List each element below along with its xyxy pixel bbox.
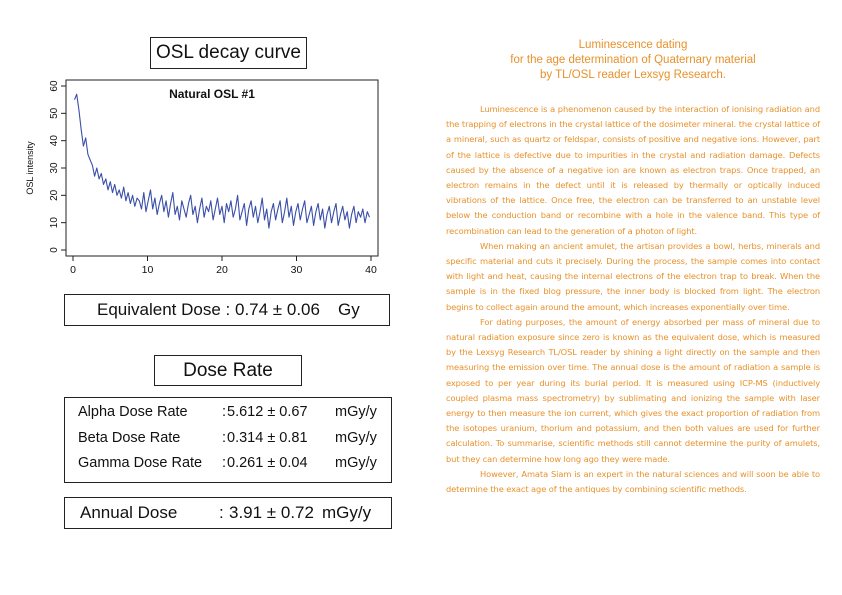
- dose-rate-value: 0.314 ± 0.81: [227, 430, 308, 446]
- equivalent-dose-unit: Gy: [338, 300, 360, 319]
- article-paragraph: Luminescence is a phenomenon caused by t…: [446, 104, 820, 236]
- annual-dose-unit: mGy/y: [322, 503, 372, 522]
- dose-rate-label: Beta Dose Rate: [78, 430, 181, 446]
- equivalent-dose-box: Equivalent Dose : 0.74 ± 0.06 Gy: [64, 294, 390, 326]
- dose-rate-value: 5.612 ± 0.67: [227, 404, 308, 420]
- y-tick-label: 30: [49, 162, 60, 174]
- article-paragraph: When making an ancient amulet, the artis…: [446, 240, 820, 312]
- x-tick-label: 0: [70, 264, 76, 276]
- equivalent-dose-label: Equivalent Dose :: [97, 300, 231, 319]
- article-title-line: for the age determination of Quaternary …: [510, 54, 756, 66]
- article: Luminescence dating for the age determin…: [446, 38, 820, 497]
- y-axis-label: OSL intensity: [25, 141, 35, 195]
- osl-decay-curve-title: OSL decay curve: [150, 37, 307, 69]
- beta-dose-rate-row: Beta Dose Rate : 0.314 ± 0.81 mGy/y: [65, 430, 391, 454]
- annual-dose-label: Annual Dose: [80, 503, 178, 522]
- annual-dose-sep: :: [219, 503, 224, 522]
- dose-rate-label: Alpha Dose Rate: [78, 404, 188, 420]
- x-tick-label: 10: [142, 264, 154, 276]
- x-tick-label: 20: [216, 264, 228, 276]
- chart-title: Natural OSL #1: [169, 87, 255, 101]
- y-tick-label: 60: [49, 80, 60, 92]
- article-title: Luminescence dating for the age determin…: [446, 38, 820, 83]
- equivalent-dose-value: 0.74 ± 0.06: [235, 300, 320, 319]
- annual-dose-value: 3.91 ± 0.72: [229, 503, 314, 522]
- dose-rate-title: Dose Rate: [154, 355, 302, 386]
- dose-rate-unit: mGy/y: [335, 404, 377, 420]
- osl-decay-chart: Natural OSL #1 OSL intensity 0 10 20 30 40 50 60…: [18, 78, 398, 288]
- y-tick-label: 40: [49, 135, 60, 147]
- dose-rate-label: Gamma Dose Rate: [78, 455, 203, 471]
- article-paragraph: However, Amata Siam is an expert in the …: [446, 468, 820, 495]
- dose-rate-sep: :: [222, 430, 227, 446]
- x-tick-label: 30: [291, 264, 303, 276]
- x-tick-label: 40: [365, 264, 377, 276]
- osl-chart-svg: Natural OSL #1 OSL intensity 0 10 20 30 40 50 60…: [25, 79, 379, 276]
- y-tick-label: 10: [49, 217, 60, 229]
- dose-rate-sep: :: [222, 404, 227, 420]
- plot-frame: [65, 79, 379, 257]
- article-title-line: by TL/OSL reader Lexsyg Research.: [539, 69, 726, 81]
- dose-rate-unit: mGy/y: [335, 430, 377, 446]
- annual-dose-box: Annual Dose : 3.91 ± 0.72 mGy/y: [64, 497, 392, 529]
- osl-decay-series-line: [73, 93, 371, 229]
- article-paragraph: For dating purposes, the amount of energ…: [446, 316, 820, 464]
- dose-rate-sep: :: [222, 455, 227, 471]
- dose-rates-box: Alpha Dose Rate : 5.612 ± 0.67 mGy/y Bet…: [64, 397, 392, 483]
- gamma-dose-rate-row: Gamma Dose Rate : 0.261 ± 0.04 mGy/y: [65, 455, 391, 479]
- article-title-line: Luminescence dating: [578, 39, 688, 51]
- dose-rate-unit: mGy/y: [335, 455, 377, 471]
- y-tick-label: 20: [49, 189, 60, 201]
- y-tick-label: 50: [49, 107, 60, 119]
- alpha-dose-rate-row: Alpha Dose Rate : 5.612 ± 0.67 mGy/y: [65, 404, 391, 428]
- dose-rate-value: 0.261 ± 0.04: [227, 455, 308, 471]
- y-tick-label: 0: [49, 247, 60, 253]
